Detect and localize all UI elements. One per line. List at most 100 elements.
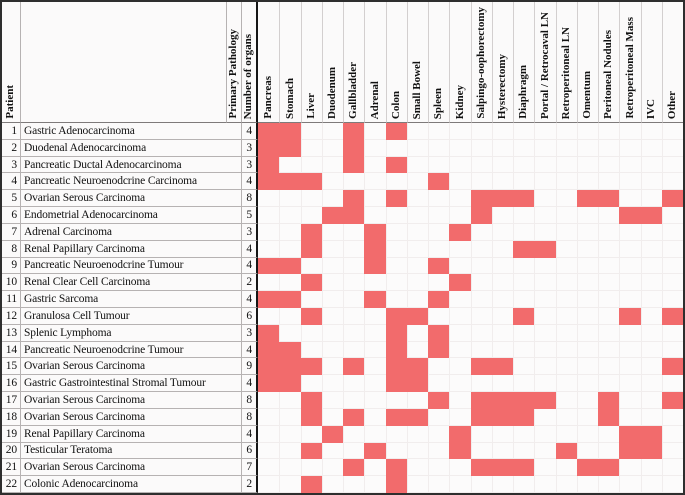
- matrix-cell-empty: [385, 257, 407, 275]
- matrix-cell-filled: [300, 358, 322, 376]
- organ-count-value: 4: [241, 240, 258, 258]
- matrix-cell-filled: [619, 425, 641, 443]
- matrix-cell-empty: [555, 358, 577, 376]
- organ-column-header-label: Salpingo-oophorectomy: [474, 7, 487, 119]
- matrix-cell-filled: [385, 324, 407, 342]
- matrix-cell-empty: [619, 123, 641, 140]
- matrix-cell-filled: [491, 190, 513, 208]
- matrix-cell-filled: [343, 207, 365, 224]
- matrix-cell-filled: [534, 392, 556, 409]
- patient-number: 21: [2, 459, 21, 477]
- matrix-cell-filled: [279, 341, 301, 359]
- matrix-cell-empty: [534, 308, 556, 325]
- matrix-cell-empty: [385, 240, 407, 258]
- organ-count-value: 4: [241, 341, 258, 359]
- matrix-cell-filled: [470, 408, 492, 426]
- matrix-cell-empty: [513, 341, 535, 359]
- matrix-cell-empty: [576, 173, 598, 191]
- organ-column-header-label: Portal / Retrocaval LN: [538, 11, 551, 119]
- matrix-cell-empty: [576, 123, 598, 140]
- matrix-cell-filled: [513, 408, 535, 426]
- matrix-cell-filled: [385, 190, 407, 208]
- matrix-cell-empty: [640, 240, 662, 258]
- organ-column-header: Spleen: [428, 2, 450, 123]
- matrix-cell-empty: [619, 257, 641, 275]
- matrix-cell-empty: [576, 139, 598, 157]
- matrix-cell-empty: [470, 156, 492, 174]
- pathology-label: Pancreatic Neuroenodcrine Carcinoma: [21, 173, 241, 191]
- matrix-cell-empty: [279, 308, 301, 325]
- matrix-cell-empty: [534, 459, 556, 477]
- matrix-cell-filled: [491, 358, 513, 376]
- pathology-label: Pancreatic Neuroenodcrine Tumour: [21, 257, 241, 275]
- matrix-cell-empty: [406, 207, 428, 224]
- matrix-cell-empty: [534, 476, 556, 493]
- matrix-cell-empty: [491, 341, 513, 359]
- matrix-cell-empty: [428, 223, 450, 241]
- matrix-cell-filled: [364, 257, 386, 275]
- matrix-cell-empty: [406, 392, 428, 409]
- matrix-cell-empty: [661, 173, 683, 191]
- matrix-cell-empty: [364, 408, 386, 426]
- matrix-cell-filled: [300, 392, 322, 409]
- matrix-cell-filled: [279, 123, 301, 140]
- matrix-cell-empty: [619, 156, 641, 174]
- matrix-cell-empty: [619, 240, 641, 258]
- matrix-cell-empty: [534, 139, 556, 157]
- matrix-cell-empty: [640, 358, 662, 376]
- organ-count-value: 3: [241, 324, 258, 342]
- organ-column-header-label: Duodenum: [326, 67, 339, 119]
- matrix-cell-filled: [534, 240, 556, 258]
- organ-count-value: 7: [241, 459, 258, 477]
- matrix-cell-empty: [364, 123, 386, 140]
- matrix-cell-empty: [534, 123, 556, 140]
- matrix-cell-empty: [640, 408, 662, 426]
- matrix-cell-empty: [619, 173, 641, 191]
- matrix-cell-empty: [385, 207, 407, 224]
- matrix-cell-filled: [343, 156, 365, 174]
- matrix-cell-empty: [343, 223, 365, 241]
- matrix-cell-empty: [449, 308, 471, 325]
- matrix-cell-filled: [406, 308, 428, 325]
- organ-column-header: Duodenum: [321, 2, 343, 123]
- matrix-cell-empty: [598, 156, 620, 174]
- matrix-cell-empty: [321, 459, 343, 477]
- matrix-cell-empty: [619, 459, 641, 477]
- matrix-cell-filled: [470, 459, 492, 477]
- matrix-cell-empty: [619, 139, 641, 157]
- matrix-cell-empty: [343, 341, 365, 359]
- organ-column-header: Omentum: [576, 2, 598, 123]
- pathology-label: Splenic Lymphoma: [21, 324, 241, 342]
- matrix-cell-filled: [598, 408, 620, 426]
- organ-column-header: Stomach: [279, 2, 301, 123]
- matrix-cell-empty: [555, 425, 577, 443]
- matrix-cell-empty: [343, 442, 365, 460]
- matrix-cell-filled: [343, 408, 365, 426]
- matrix-cell-filled: [343, 139, 365, 157]
- matrix-cell-empty: [470, 476, 492, 493]
- matrix-cell-filled: [300, 240, 322, 258]
- matrix-cell-filled: [258, 139, 280, 157]
- organ-column-header: Retroperitoneal Mass: [619, 2, 641, 123]
- matrix-cell-filled: [321, 207, 343, 224]
- matrix-cell-empty: [661, 257, 683, 275]
- matrix-cell-empty: [555, 274, 577, 292]
- matrix-cell-empty: [640, 156, 662, 174]
- matrix-cell-empty: [555, 476, 577, 493]
- matrix-cell-empty: [491, 425, 513, 443]
- matrix-cell-filled: [661, 392, 683, 409]
- matrix-cell-empty: [470, 223, 492, 241]
- matrix-cell-empty: [470, 274, 492, 292]
- column-header-patient: Patient: [2, 2, 21, 123]
- pathology-label: Granulosa Cell Tumour: [21, 308, 241, 325]
- primary-pathology-header-label: Primary Pathology: [227, 29, 240, 119]
- matrix-cell-empty: [279, 459, 301, 477]
- organ-column-header-label: Liver: [304, 93, 317, 119]
- patient-number: 4: [2, 173, 21, 191]
- matrix-cell-empty: [640, 392, 662, 409]
- matrix-cell-empty: [640, 341, 662, 359]
- matrix-cell-empty: [258, 190, 280, 208]
- matrix-cell-empty: [449, 139, 471, 157]
- organ-column-header: Retroperitoneal LN: [555, 2, 577, 123]
